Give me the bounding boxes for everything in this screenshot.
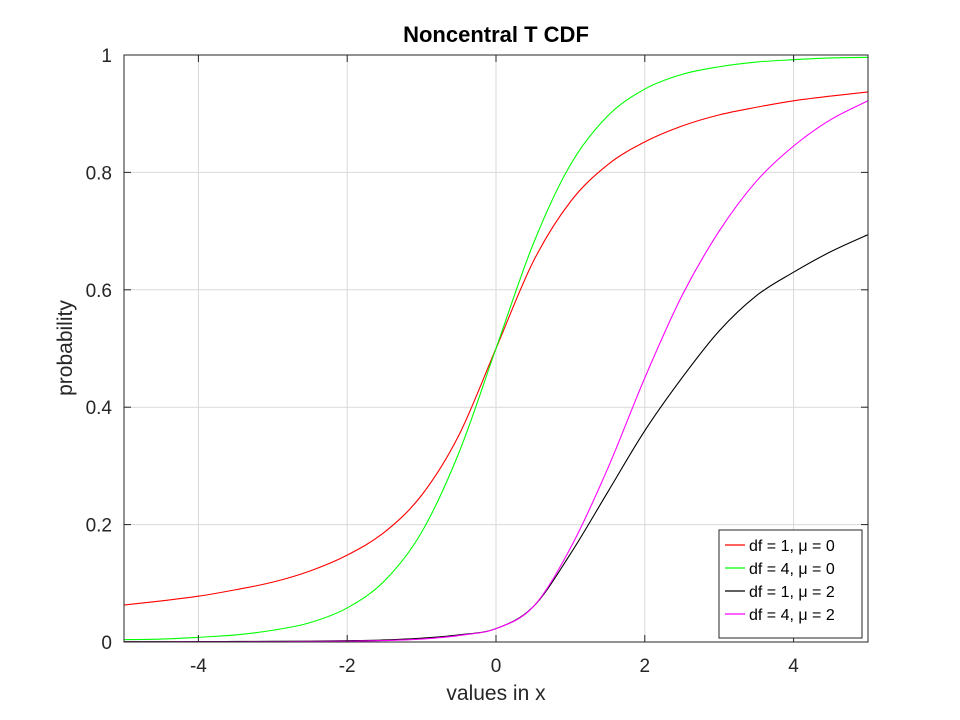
- y-tick-label: 0.8: [86, 163, 112, 184]
- legend-box: [718, 529, 863, 639]
- y-tick-label: 1: [101, 46, 112, 67]
- y-tick-label: 0: [101, 633, 112, 654]
- series-line-2: [123, 56, 869, 641]
- x-axis-label: values in x: [446, 682, 546, 705]
- x-tick-label: 2: [640, 656, 651, 677]
- x-tick-label: 4: [788, 656, 799, 677]
- legend: df = 1, μ = 0 df = 4, μ = 0 df = 1, μ = 2 d…: [718, 529, 863, 639]
- y-tick-label: 0.4: [86, 398, 113, 419]
- y-axis-label: probability: [54, 300, 77, 396]
- chart-title: Noncentral T CDF: [403, 22, 589, 47]
- legend-label: df = 1, μ = 2: [749, 584, 835, 601]
- legend-label: df = 4, μ = 2: [749, 607, 835, 624]
- y-tick-label: 0.6: [86, 281, 112, 302]
- tick-labels: -4 -2 0 2 4 0 0.2 0.4 0.6 0.8 1: [86, 46, 868, 677]
- x-tick-label: -4: [190, 656, 207, 677]
- x-tick-label: -2: [339, 656, 356, 677]
- x-tick-label: 0: [491, 656, 502, 677]
- y-tick-label: 0.2: [86, 516, 112, 537]
- legend-label: df = 4, μ = 0: [749, 561, 835, 578]
- legend-label: df = 1, μ = 0: [749, 538, 835, 555]
